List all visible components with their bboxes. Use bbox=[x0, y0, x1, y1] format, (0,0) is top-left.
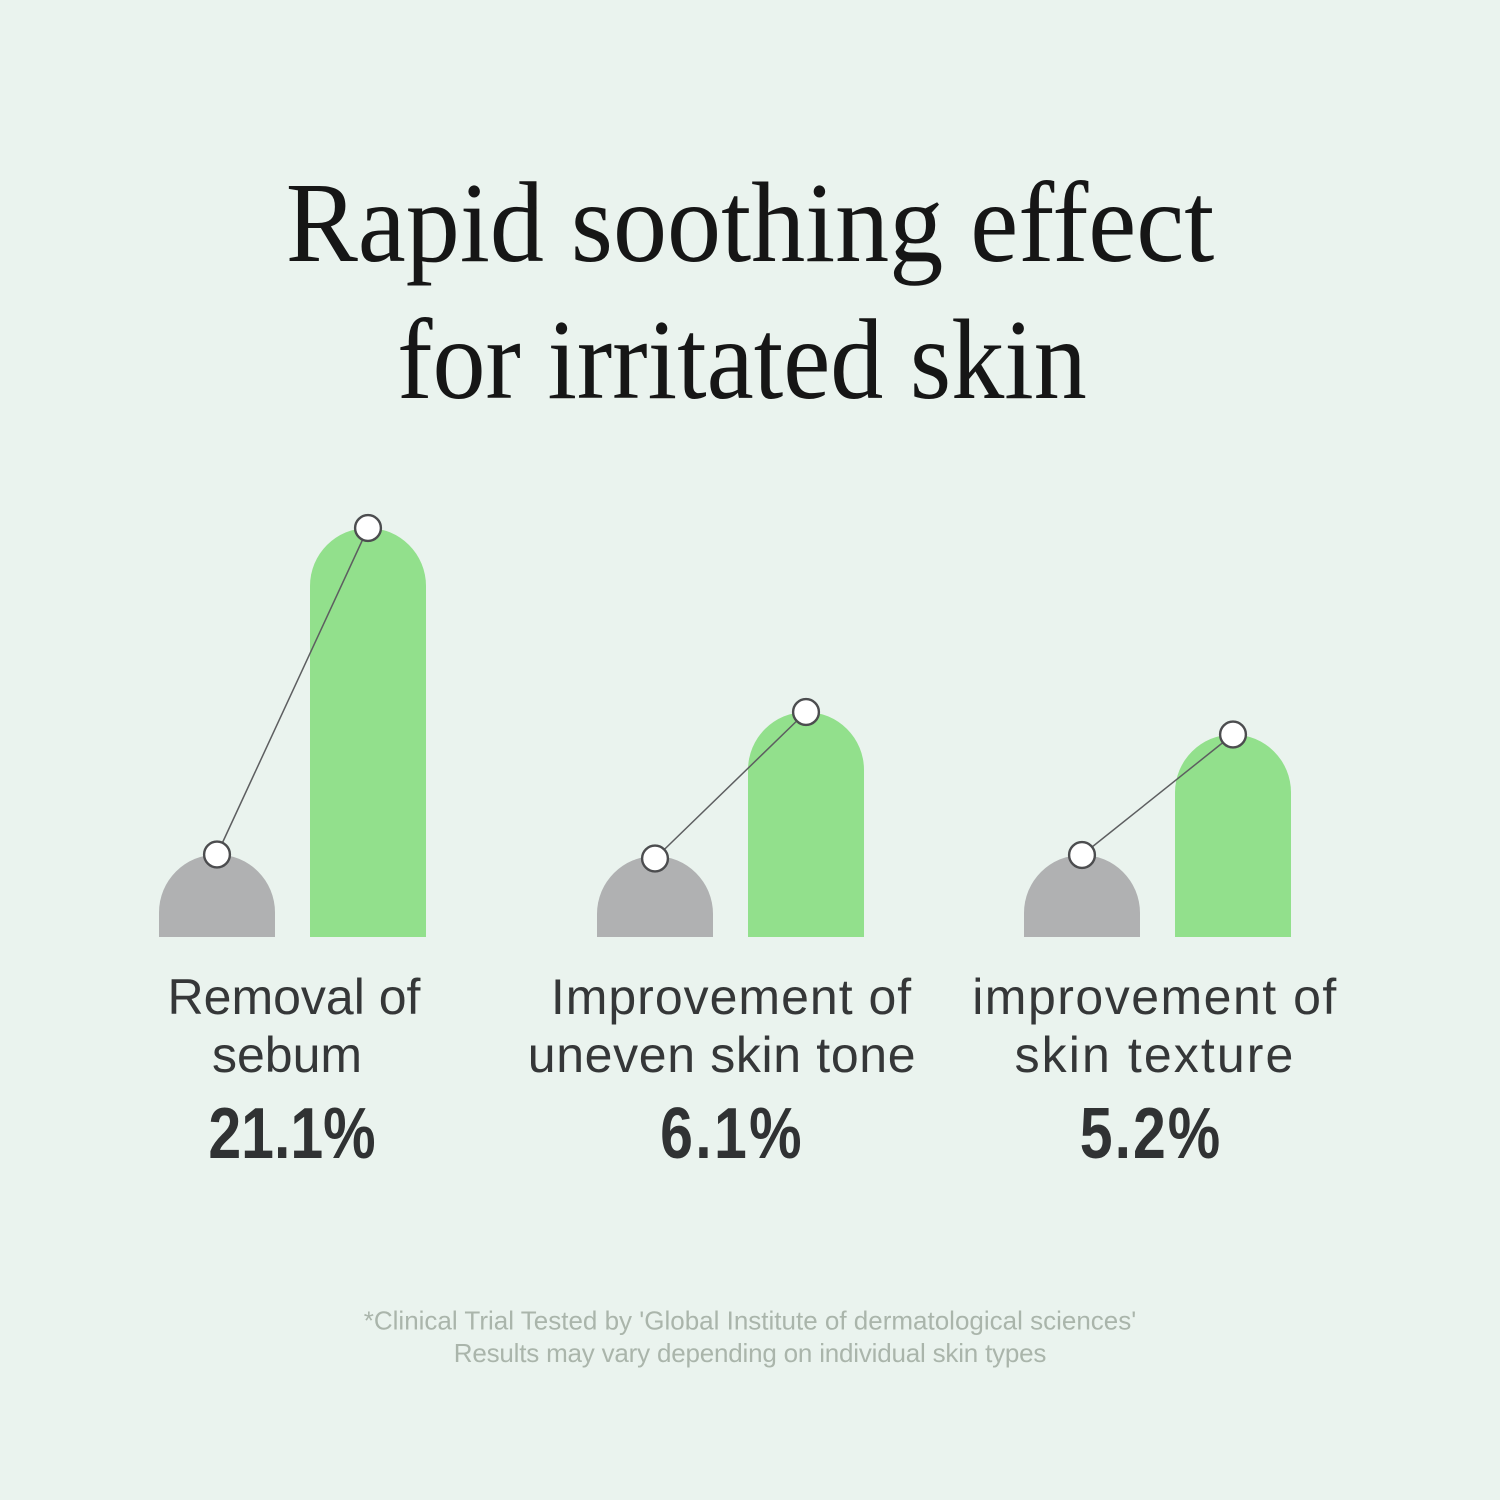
svg-text:uneven skin tone: uneven skin tone bbox=[528, 1027, 916, 1083]
svg-text:for irritated skin: for irritated skin bbox=[397, 295, 1087, 423]
svg-text:sebum: sebum bbox=[212, 1027, 362, 1083]
svg-text:5.2%: 5.2% bbox=[1080, 1092, 1222, 1173]
svg-text:Rapid soothing effect: Rapid soothing effect bbox=[286, 160, 1215, 287]
svg-text:Removal of: Removal of bbox=[168, 969, 421, 1025]
svg-text:improvement of: improvement of bbox=[972, 969, 1338, 1025]
svg-text:skin texture: skin texture bbox=[1015, 1027, 1296, 1083]
svg-text:21.1%: 21.1% bbox=[208, 1092, 375, 1173]
svg-text:*Clinical Trial Tested by 'Glo: *Clinical Trial Tested by 'Global Instit… bbox=[364, 1306, 1136, 1336]
svg-text:Results may vary depending on: Results may vary depending on individual… bbox=[454, 1338, 1047, 1368]
svg-text:6.1%: 6.1% bbox=[660, 1092, 804, 1173]
svg-text:Improvement of: Improvement of bbox=[551, 969, 912, 1025]
